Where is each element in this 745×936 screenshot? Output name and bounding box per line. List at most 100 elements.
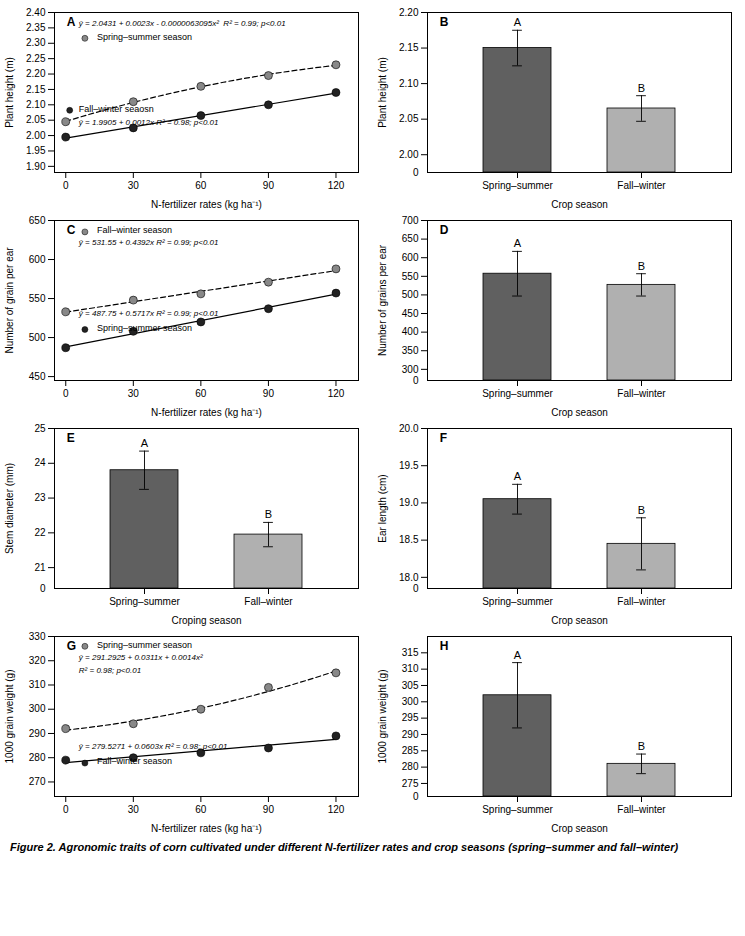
svg-text:90: 90 bbox=[263, 180, 275, 191]
svg-text:Spring–summer: Spring–summer bbox=[109, 596, 180, 607]
svg-text:B: B bbox=[638, 260, 645, 272]
svg-text:Crop season: Crop season bbox=[551, 199, 608, 210]
svg-text:2.30: 2.30 bbox=[26, 37, 46, 48]
svg-text:1000 grain weight (g): 1000 grain weight (g) bbox=[377, 670, 388, 764]
svg-text:G: G bbox=[67, 639, 76, 653]
svg-text:2.00: 2.00 bbox=[26, 130, 46, 141]
svg-text:550: 550 bbox=[29, 293, 46, 304]
svg-text:Spring–summer: Spring–summer bbox=[482, 180, 553, 191]
svg-text:0: 0 bbox=[63, 180, 69, 191]
svg-text:A: A bbox=[514, 470, 522, 482]
svg-text:Spring–summer: Spring–summer bbox=[482, 596, 553, 607]
svg-text:2.20: 2.20 bbox=[399, 7, 419, 18]
svg-text:ŷ = 1.9905 + 0.0012x R² = 0.98: ŷ = 1.9905 + 0.0012x R² = 0.98; p<0.01 bbox=[78, 118, 219, 127]
svg-text:A: A bbox=[514, 237, 522, 249]
svg-text:1.90: 1.90 bbox=[26, 161, 46, 172]
svg-text:1.95: 1.95 bbox=[26, 145, 46, 156]
svg-text:R² = 0.98; p<0.01: R² = 0.98; p<0.01 bbox=[79, 666, 141, 675]
svg-text:23: 23 bbox=[34, 492, 46, 503]
svg-text:60: 60 bbox=[195, 388, 207, 399]
svg-text:Crop season: Crop season bbox=[551, 823, 608, 834]
svg-text:295: 295 bbox=[402, 712, 419, 723]
svg-text:400: 400 bbox=[402, 326, 419, 337]
svg-text:18.5: 18.5 bbox=[399, 534, 419, 545]
svg-text:0: 0 bbox=[63, 804, 69, 815]
svg-text:450: 450 bbox=[402, 308, 419, 319]
svg-text:2.15: 2.15 bbox=[26, 84, 46, 95]
svg-text:2.05: 2.05 bbox=[26, 114, 46, 125]
svg-text:600: 600 bbox=[402, 252, 419, 263]
svg-text:2.20: 2.20 bbox=[26, 68, 46, 79]
svg-text:2.05: 2.05 bbox=[399, 113, 419, 124]
svg-text:Number of grain per ear: Number of grain per ear bbox=[4, 247, 15, 354]
svg-text:315: 315 bbox=[402, 647, 419, 658]
svg-text:0: 0 bbox=[413, 791, 419, 802]
svg-text:Fall–winter: Fall–winter bbox=[617, 596, 666, 607]
svg-text:310: 310 bbox=[29, 679, 46, 690]
svg-text:2.35: 2.35 bbox=[26, 22, 46, 33]
svg-text:500: 500 bbox=[402, 289, 419, 300]
svg-text:Fall–winter season: Fall–winter season bbox=[97, 756, 172, 766]
svg-text:A: A bbox=[514, 16, 522, 28]
svg-text:H: H bbox=[440, 639, 449, 653]
svg-text:270: 270 bbox=[29, 776, 46, 787]
svg-text:1000 grain weight (g): 1000 grain weight (g) bbox=[4, 670, 15, 764]
svg-text:300: 300 bbox=[402, 696, 419, 707]
svg-text:90: 90 bbox=[263, 388, 275, 399]
svg-text:300: 300 bbox=[402, 364, 419, 375]
svg-text:320: 320 bbox=[29, 655, 46, 666]
svg-text:A: A bbox=[514, 649, 522, 661]
svg-text:290: 290 bbox=[29, 728, 46, 739]
svg-text:2.10: 2.10 bbox=[26, 99, 46, 110]
svg-text:120: 120 bbox=[328, 804, 345, 815]
svg-text:B: B bbox=[440, 15, 449, 29]
svg-text:B: B bbox=[265, 508, 272, 520]
svg-text:30: 30 bbox=[128, 388, 140, 399]
svg-text:19.5: 19.5 bbox=[399, 460, 419, 471]
svg-text:0: 0 bbox=[413, 583, 419, 594]
svg-text:B: B bbox=[638, 82, 645, 94]
svg-text:N-fertilizer rates (kg ha⁻¹): N-fertilizer rates (kg ha⁻¹) bbox=[151, 407, 262, 418]
svg-text:N-fertilizer rates (kg ha⁻¹): N-fertilizer rates (kg ha⁻¹) bbox=[151, 823, 262, 834]
svg-text:275: 275 bbox=[402, 778, 419, 789]
svg-text:Plant height (m): Plant height (m) bbox=[4, 57, 15, 128]
svg-text:60: 60 bbox=[195, 180, 207, 191]
svg-text:N-fertilizer rates (kg ha⁻¹): N-fertilizer rates (kg ha⁻¹) bbox=[151, 199, 262, 210]
svg-text:2.10: 2.10 bbox=[399, 78, 419, 89]
svg-text:ŷ = 531.55 + 0.4392x R² = 0.99: ŷ = 531.55 + 0.4392x R² = 0.99; p<0.01 bbox=[78, 238, 219, 247]
svg-text:22: 22 bbox=[34, 527, 46, 538]
svg-text:60: 60 bbox=[195, 804, 207, 815]
svg-text:2.25: 2.25 bbox=[26, 53, 46, 64]
svg-text:B: B bbox=[638, 504, 645, 516]
svg-text:650: 650 bbox=[29, 215, 46, 226]
svg-text:0: 0 bbox=[413, 375, 419, 386]
svg-text:ŷ = 2.0431 + 0.0023x - 0.00000: ŷ = 2.0431 + 0.0023x - 0.0000063095x² R²… bbox=[78, 19, 286, 28]
svg-text:350: 350 bbox=[402, 345, 419, 356]
svg-text:90: 90 bbox=[263, 804, 275, 815]
svg-text:285: 285 bbox=[402, 745, 419, 756]
svg-text:F: F bbox=[440, 431, 447, 445]
svg-text:500: 500 bbox=[29, 332, 46, 343]
svg-text:550: 550 bbox=[402, 271, 419, 282]
svg-text:24: 24 bbox=[34, 457, 46, 468]
svg-text:Spring–summer: Spring–summer bbox=[482, 804, 553, 815]
svg-text:Crop season: Crop season bbox=[551, 615, 608, 626]
svg-text:25: 25 bbox=[34, 423, 46, 434]
svg-text:19.0: 19.0 bbox=[399, 497, 419, 508]
svg-text:21: 21 bbox=[34, 562, 46, 573]
svg-text:Plant height (m): Plant height (m) bbox=[377, 57, 388, 128]
svg-text:280: 280 bbox=[402, 761, 419, 772]
svg-text:Spring–summer season: Spring–summer season bbox=[97, 640, 192, 650]
svg-text:Fall–winter: Fall–winter bbox=[617, 388, 666, 399]
svg-text:Crop season: Crop season bbox=[551, 407, 608, 418]
svg-text:2.15: 2.15 bbox=[399, 42, 419, 53]
svg-text:305: 305 bbox=[402, 680, 419, 691]
svg-text:330: 330 bbox=[29, 631, 46, 642]
svg-text:ŷ = 279.5271 + 0.0603x R² = 0.: ŷ = 279.5271 + 0.0603x R² = 0.98; p<0.01 bbox=[78, 742, 228, 751]
svg-text:Stem diameter (mm): Stem diameter (mm) bbox=[4, 463, 15, 554]
svg-text:E: E bbox=[67, 431, 75, 445]
svg-text:300: 300 bbox=[29, 703, 46, 714]
svg-text:18.0: 18.0 bbox=[399, 572, 419, 583]
svg-text:280: 280 bbox=[29, 752, 46, 763]
svg-text:700: 700 bbox=[402, 215, 419, 226]
